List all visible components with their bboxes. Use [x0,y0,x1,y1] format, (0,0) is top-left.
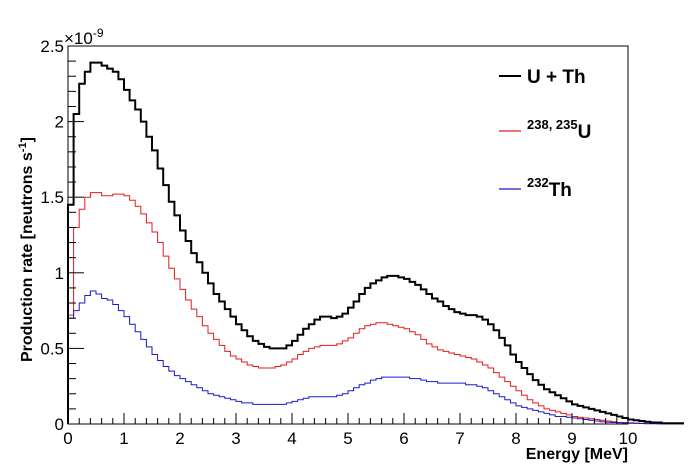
y-axis-title: Production rate [neutrons s-1] [17,137,36,362]
x-tick-label: 9 [567,429,576,448]
y-exponent-power: -9 [93,26,104,40]
y-tick-label: 0.5 [40,339,64,358]
plot-frame [67,45,629,425]
y-axis-title-end: ] [19,137,36,142]
y-tick-label: 1 [55,264,64,283]
x-tick-label: 1 [119,429,128,448]
y-tick-label: 1.5 [40,188,64,207]
x-tick-label: 0 [63,429,72,448]
x-tick-label: 8 [511,429,520,448]
tick-layer: 0 1 2 3 4 5 6 7 8 9 10 0 0.5 1 1.5 2 2.5 [40,37,637,448]
y-axis-title-sup: -1 [17,142,29,152]
x-tick-label: 2 [175,429,184,448]
series-line-2 [67,290,684,425]
y-tick-label: 2.5 [40,37,64,56]
legend-label-sup: 238, 235 [527,117,578,132]
legend-label-main: U [578,122,592,143]
x-tick-label: 4 [287,429,296,448]
legend-label-main: Th [549,180,572,201]
series-layer [67,61,684,425]
x-tick-label: 5 [343,429,352,448]
legend: U + Th 238, 235U 232Th [499,67,591,201]
x-tick-label: 7 [455,429,464,448]
legend-label-0: U + Th [527,67,586,88]
x-tick-label: 10 [619,429,638,448]
y-tick-label: 2 [55,113,64,132]
y-tick-label: 0 [55,415,64,434]
y-axis-exponent: ×10-9 [64,26,104,48]
y-exponent-base: ×10 [64,29,93,48]
legend-label-2: 232Th [527,175,572,201]
series-line-0 [67,61,684,425]
x-tick-label: 6 [399,429,408,448]
legend-label-sup: 232 [527,175,549,190]
y-axis-title-main: Production rate [neutrons s [19,152,36,362]
x-axis-title: Energy [MeV] [526,446,628,463]
x-tick-label: 3 [231,429,240,448]
legend-label-1: 238, 235U [527,117,591,143]
series-line-1 [67,192,684,425]
